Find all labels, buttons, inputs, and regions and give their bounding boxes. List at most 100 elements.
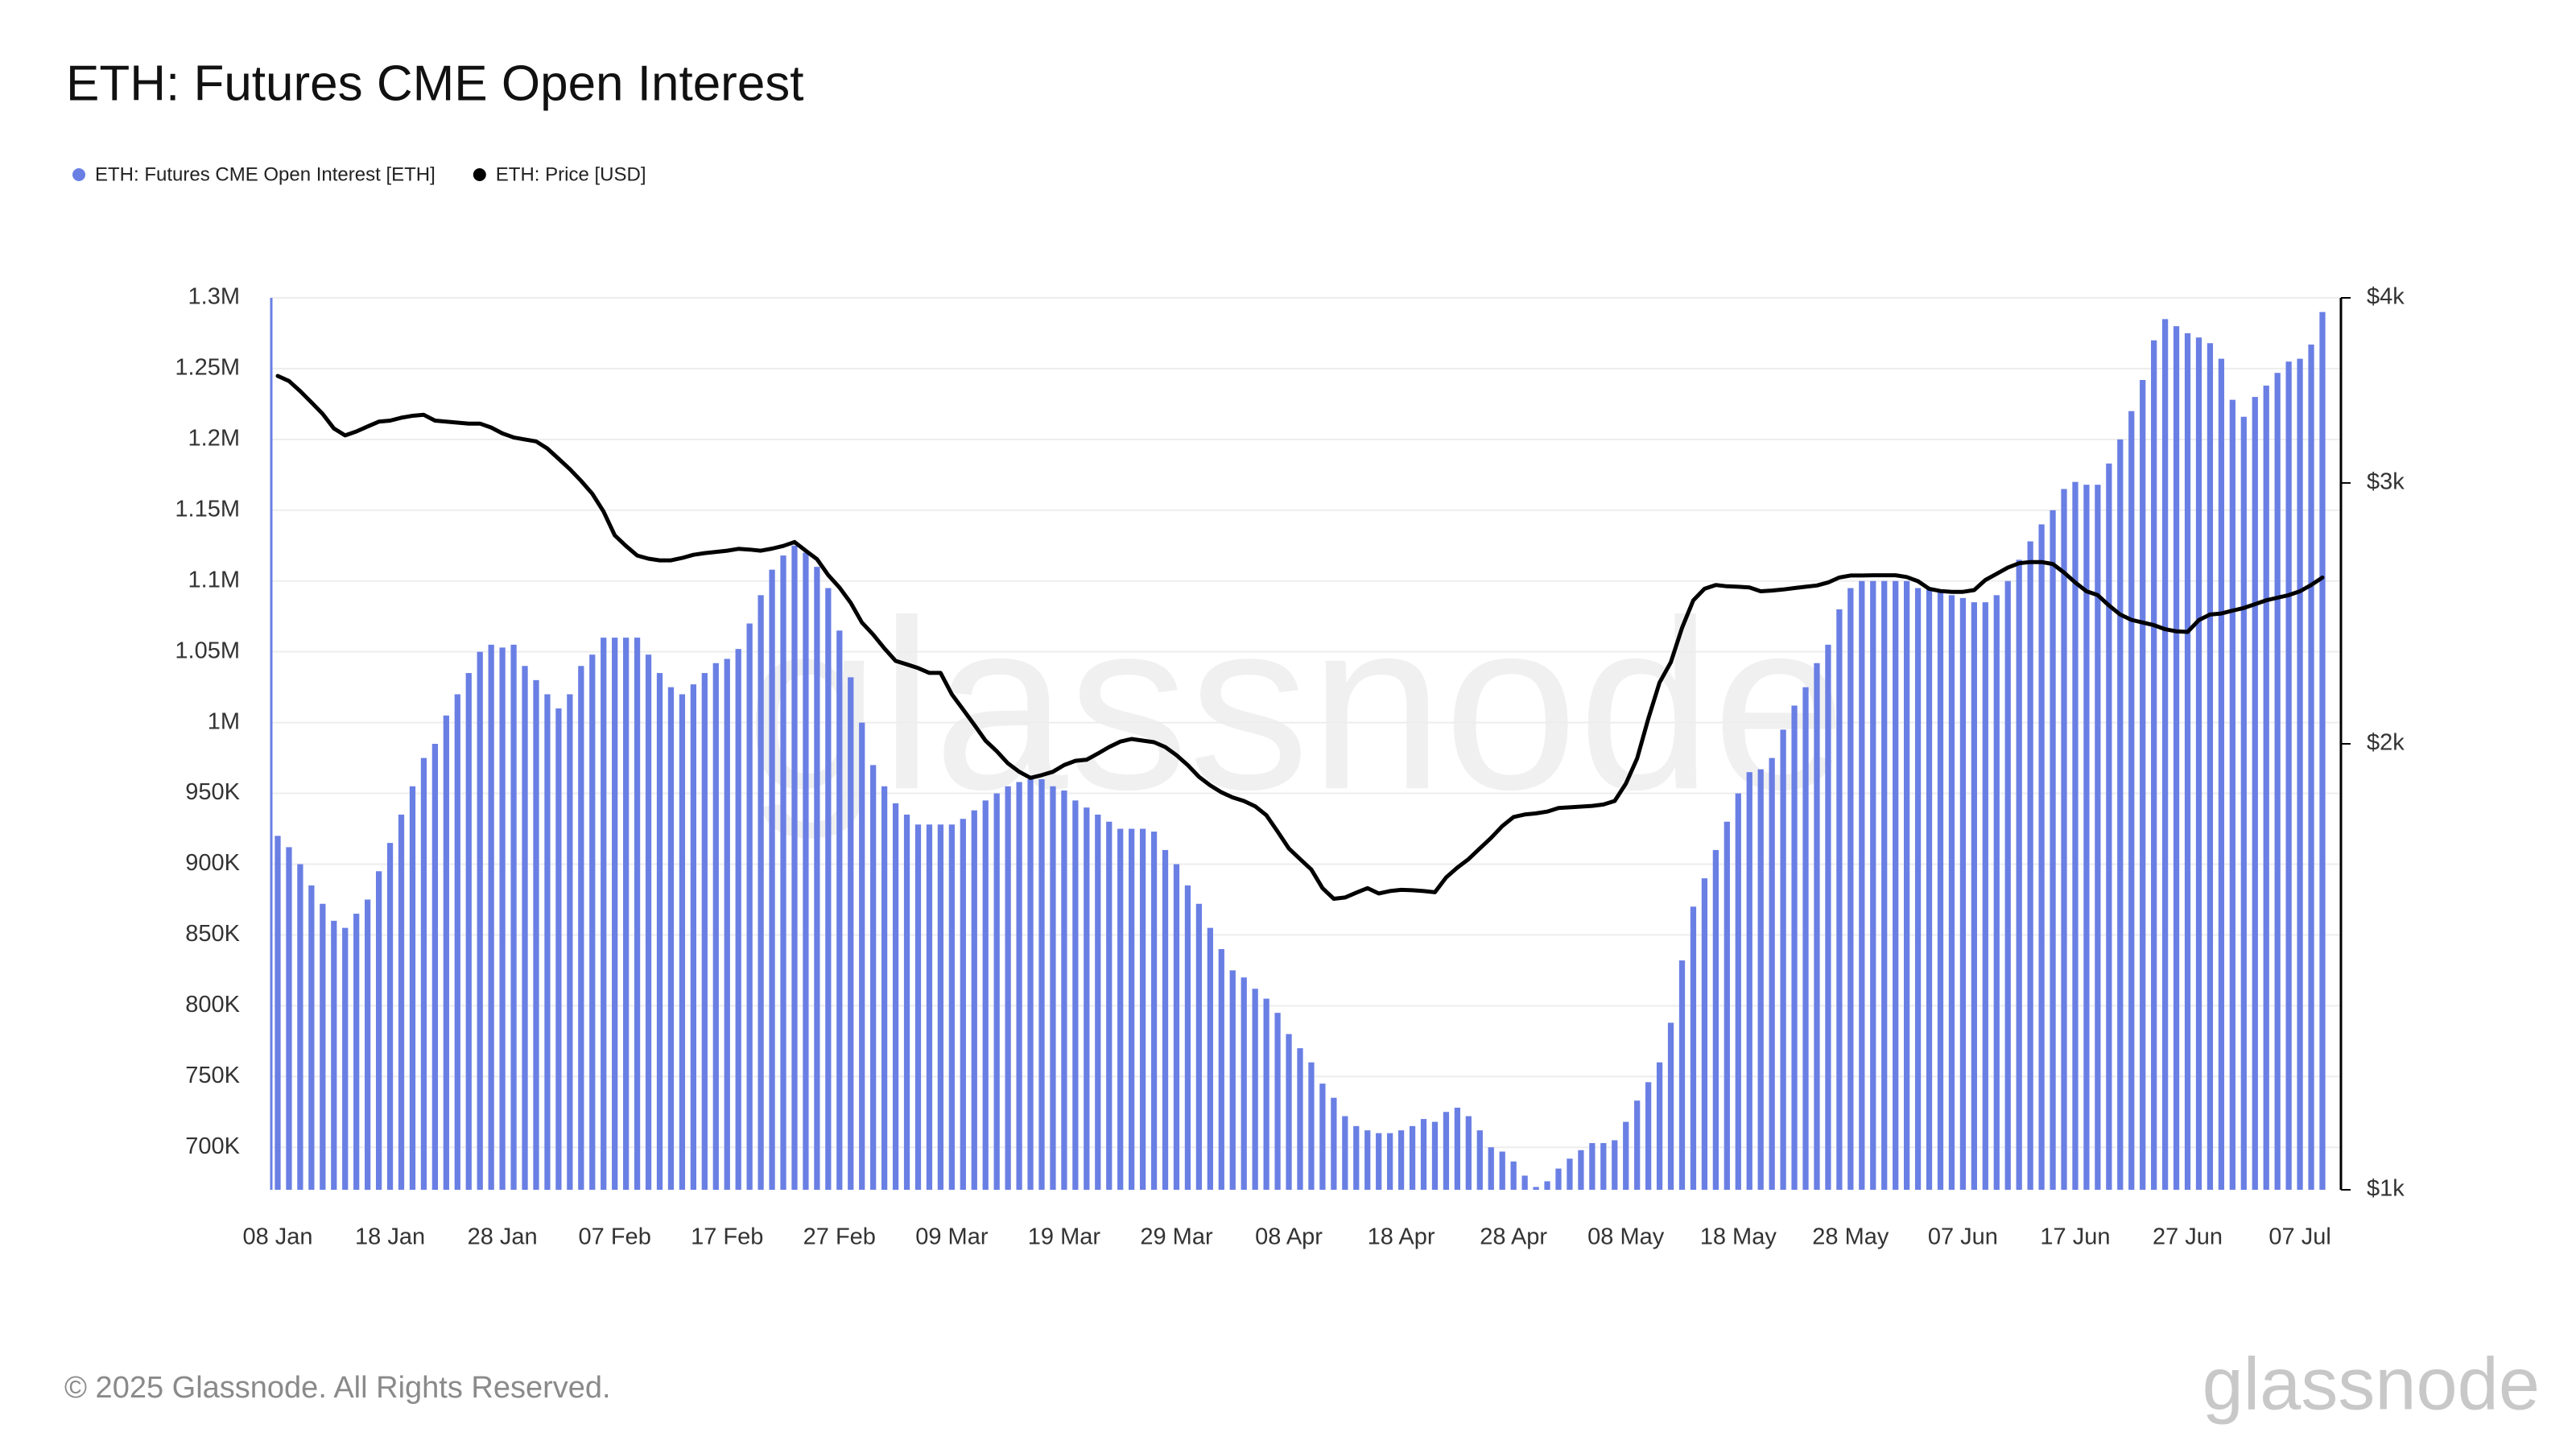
- bar: [2004, 580, 2011, 1190]
- bar: [1476, 1130, 1483, 1190]
- bar: [848, 677, 854, 1190]
- bar: [859, 722, 865, 1190]
- bar: [1342, 1116, 1348, 1190]
- bar: [1701, 878, 1708, 1190]
- bar: [870, 765, 877, 1190]
- bar: [465, 673, 472, 1190]
- bar: [1117, 828, 1124, 1190]
- bar: [1982, 602, 1988, 1190]
- x-tick-label: 17 Feb: [691, 1224, 763, 1250]
- price-line: [275, 374, 2325, 901]
- x-tick-label: 28 Jan: [468, 1224, 538, 1250]
- bar: [2128, 411, 2135, 1190]
- bar: [1084, 807, 1090, 1190]
- legend-marker: [72, 168, 85, 181]
- bar: [2229, 399, 2235, 1191]
- bar: [1510, 1161, 1517, 1190]
- x-tick-label: 18 Apr: [1368, 1224, 1435, 1250]
- bar: [1409, 1125, 1416, 1190]
- bar: [881, 786, 888, 1190]
- bar: [2050, 510, 2056, 1190]
- bar: [937, 824, 944, 1190]
- bar: [701, 673, 708, 1190]
- bar: [1072, 800, 1079, 1190]
- bar: [477, 651, 483, 1190]
- bar: [690, 684, 697, 1190]
- bar: [1263, 998, 1269, 1190]
- bar: [275, 836, 281, 1190]
- bar: [431, 744, 439, 1190]
- bar: [1802, 687, 1809, 1190]
- bar: [1959, 597, 1967, 1190]
- bar: [375, 871, 382, 1190]
- x-tick-label: 18 May: [1700, 1224, 1777, 1250]
- bar: [2140, 380, 2146, 1190]
- bar: [1735, 793, 1741, 1190]
- bar: [2095, 485, 2101, 1190]
- y-tick-label: 850K: [185, 921, 240, 947]
- bar: [320, 903, 326, 1190]
- bar: [589, 654, 596, 1190]
- y-tick-label: 1M: [208, 708, 240, 734]
- x-tick-label: 19 Mar: [1028, 1224, 1101, 1250]
- bar: [420, 758, 427, 1190]
- bar: [601, 638, 607, 1190]
- bar: [892, 803, 899, 1190]
- x-tick-label: 07 Feb: [579, 1224, 651, 1250]
- bar: [724, 658, 730, 1190]
- x-tick-label: 28 May: [1812, 1224, 1889, 1250]
- bar: [1623, 1121, 1629, 1190]
- y2-tick-label: $2k: [2367, 730, 2405, 756]
- bar: [735, 649, 741, 1190]
- bar: [1836, 609, 1843, 1190]
- bar: [1488, 1147, 1494, 1190]
- bar: [443, 715, 449, 1190]
- bar: [1319, 1084, 1326, 1190]
- bar: [1825, 644, 1831, 1190]
- bar: [1331, 1097, 1337, 1190]
- legend-label: ETH: Futures CME Open Interest [ETH]: [95, 163, 436, 185]
- bar: [1780, 729, 1786, 1190]
- bar: [1218, 949, 1224, 1190]
- bar: [903, 814, 910, 1190]
- bar: [2263, 386, 2269, 1190]
- bar: [1050, 786, 1056, 1190]
- bar: [780, 555, 786, 1190]
- bar: [971, 810, 977, 1190]
- bar: [1948, 595, 1955, 1190]
- bar: [567, 694, 573, 1190]
- bar: [1612, 1140, 1618, 1190]
- bar: [926, 824, 933, 1190]
- bar: [1162, 849, 1169, 1190]
- bar: [1870, 580, 1876, 1190]
- bar: [1207, 927, 1213, 1190]
- bar: [1499, 1151, 1505, 1190]
- bar: [1589, 1142, 1596, 1190]
- bar: [297, 864, 303, 1190]
- y2-tick-label: $1k: [2367, 1176, 2405, 1202]
- x-tick-label: 28 Apr: [1480, 1224, 1547, 1250]
- bar: [993, 793, 1000, 1190]
- y-tick-label: 750K: [185, 1063, 240, 1088]
- bar: [1038, 778, 1045, 1190]
- bar: [1173, 864, 1180, 1190]
- bar: [1656, 1062, 1663, 1190]
- bar: [612, 638, 618, 1190]
- bar: [544, 694, 551, 1190]
- bar: [1903, 580, 1910, 1190]
- bar: [1645, 1082, 1652, 1190]
- x-tick-label: 08 Jan: [242, 1224, 312, 1250]
- bar: [1195, 903, 1203, 1190]
- bar: [679, 694, 686, 1190]
- x-tick-label: 07 Jun: [1928, 1224, 1998, 1250]
- bar: [2117, 439, 2124, 1190]
- bar: [2173, 326, 2180, 1191]
- bar: [1881, 580, 1888, 1190]
- bar: [1533, 1187, 1539, 1190]
- x-tick-label: 18 Jan: [355, 1224, 425, 1250]
- bar: [1555, 1168, 1562, 1190]
- chart-title: ETH: Futures CME Open Interest: [66, 56, 804, 111]
- bar: [2038, 524, 2045, 1190]
